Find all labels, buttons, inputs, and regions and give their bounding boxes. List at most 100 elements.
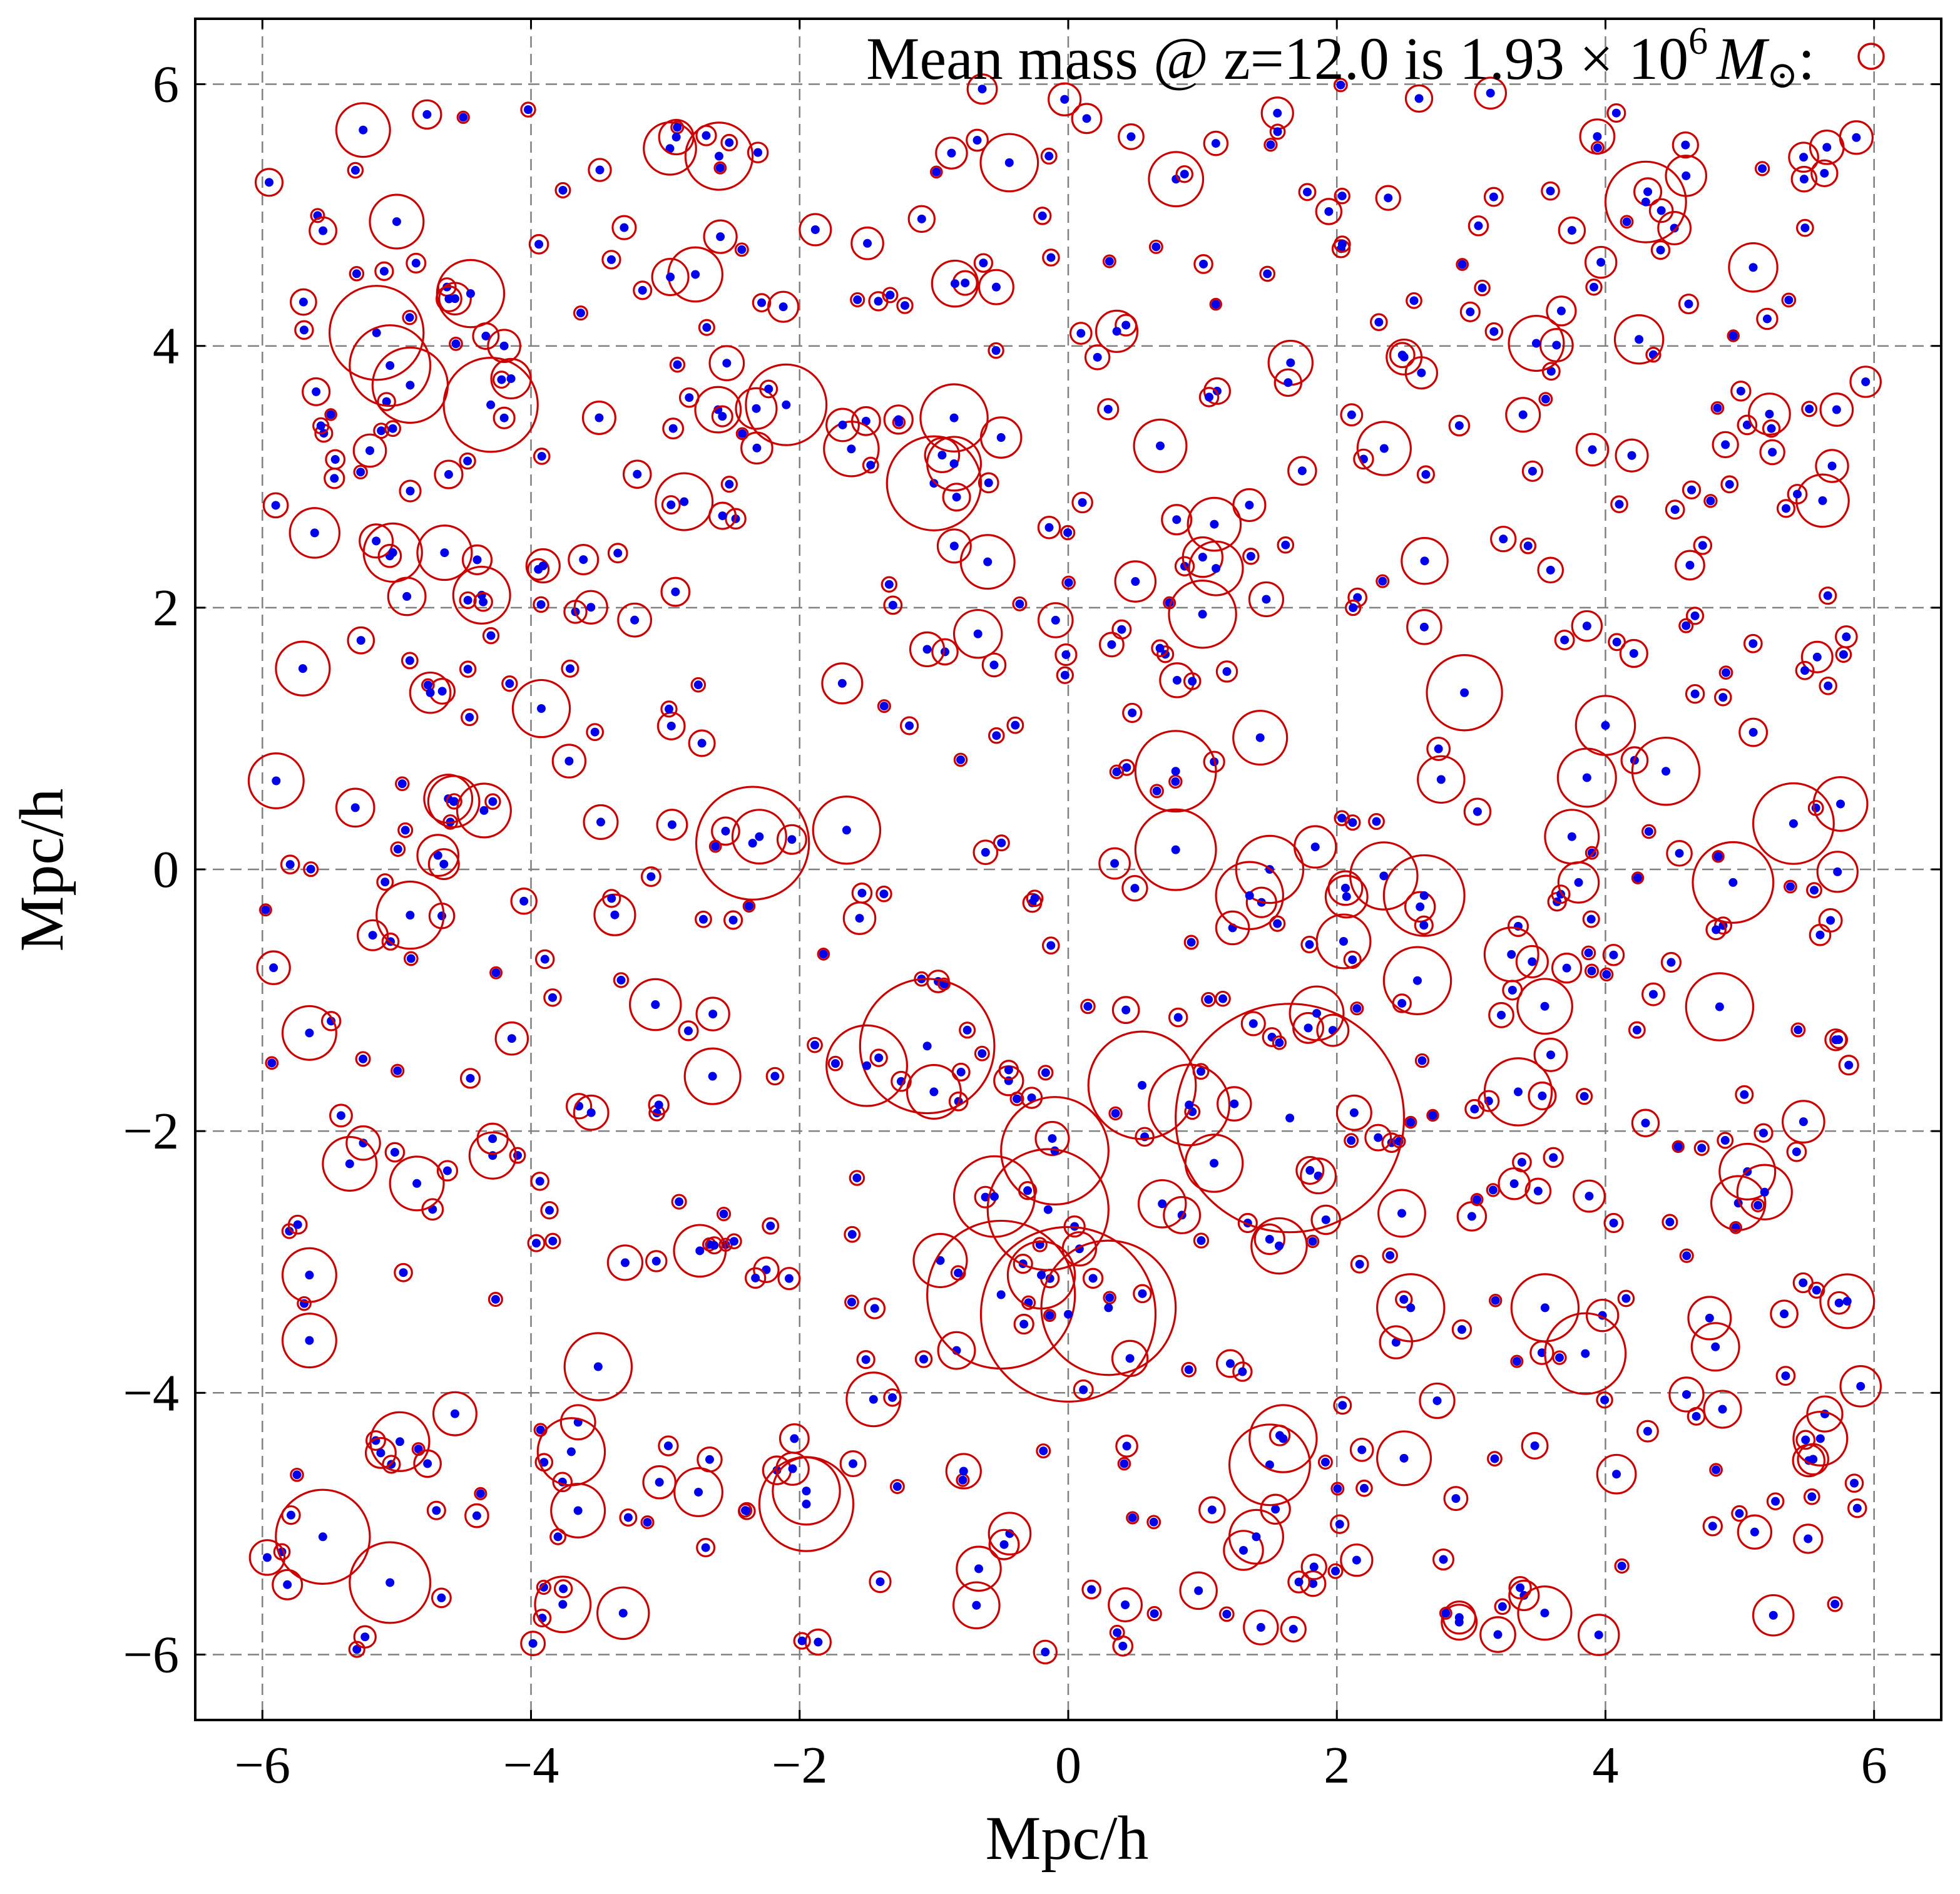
halo-circle-minor [431, 1587, 452, 1609]
halo-circle-minor [1183, 672, 1202, 690]
halo-circle-minor [1248, 581, 1285, 618]
halo-circle-minor [977, 472, 999, 494]
halo-point-minor [1474, 221, 1483, 230]
halo-circle-minor [1720, 475, 1739, 494]
halo-point-minor [262, 1553, 272, 1562]
halo-circle-minor [1641, 824, 1656, 839]
halo-point-minor [1079, 1385, 1088, 1395]
halo-point-minor [1844, 1060, 1854, 1070]
halo-circle-minor [909, 631, 946, 668]
halo-circle-minor [752, 293, 772, 313]
halo-point-minor [437, 1593, 446, 1602]
halo-point-minor [405, 313, 414, 322]
halo-point-minor [350, 803, 360, 812]
halo-circle-minor [762, 1217, 780, 1235]
halo-point-minor [1705, 1313, 1714, 1323]
halo-circle-minor [988, 342, 1004, 359]
halo-point [372, 328, 381, 337]
halo-circle-minor [348, 1641, 365, 1658]
halo-circle-minor [1316, 1013, 1350, 1047]
halo-circle-minor [1685, 683, 1705, 704]
halo-circle-minor [533, 448, 551, 465]
halo-circle-minor [877, 699, 891, 714]
halo-point-minor [1508, 985, 1517, 995]
halo-circle-minor [303, 861, 319, 878]
halo-circle-minor [1484, 322, 1504, 341]
halo-point-minor [1063, 528, 1073, 537]
halo-point-minor [1348, 818, 1357, 827]
halo-circle-minor [1097, 398, 1120, 421]
halo-point-minor [1093, 352, 1102, 362]
halo-circle-minor [1762, 419, 1781, 438]
halo-point-minor [1740, 1090, 1749, 1099]
halo-circle-minor [959, 1021, 976, 1039]
halo-circle-minor [1218, 1606, 1235, 1622]
halo-point-minor [1632, 1025, 1641, 1035]
halo-circle-minor [1280, 1615, 1307, 1643]
halo-circle-minor [1731, 1505, 1748, 1522]
halo-circle-minor [353, 464, 368, 479]
halo-circle-minor [434, 459, 464, 489]
halo-circle [979, 1226, 1157, 1403]
halo-circle-minor [688, 729, 716, 757]
halo-circle-minor [1571, 610, 1603, 642]
halo-point-minor [1044, 151, 1054, 161]
halo-circle-minor [1793, 1523, 1824, 1554]
halo-point-minor [1799, 153, 1809, 162]
halo-circle [1289, 985, 1345, 1042]
halo-point-minor [1753, 1200, 1763, 1210]
halo-point-minor [1076, 329, 1086, 338]
halo-point-minor [1082, 114, 1091, 123]
halo-point-minor [1255, 733, 1265, 742]
halo-circle-minor [1824, 1028, 1847, 1052]
halo-circle-minor [1419, 1382, 1456, 1420]
halo-point-minor [997, 838, 1006, 847]
halo-circle-minor [744, 1267, 767, 1289]
halo-circle-minor [1203, 130, 1229, 156]
halo-circle-minor [1713, 688, 1732, 707]
halo-circle-minor [953, 752, 968, 767]
halo-circle-minor [534, 949, 555, 970]
halo-circle-minor [552, 1472, 573, 1493]
halo-point-minor [1528, 466, 1537, 476]
halo-circle-minor [1179, 1571, 1218, 1610]
halo-circle-minor [640, 1515, 655, 1530]
halo-circle-minor [1702, 1516, 1723, 1537]
halo-circle-minor [899, 716, 919, 735]
halo-point-minor [1355, 1259, 1364, 1269]
halo-circle-minor [1269, 915, 1286, 932]
halo-point-minor [1210, 1159, 1219, 1168]
halo-point-minor [491, 968, 501, 978]
halo-point-minor [444, 470, 453, 479]
halo-point [989, 1192, 999, 1201]
halo-point-minor [1152, 786, 1161, 796]
halo-point-minor [1473, 1195, 1482, 1204]
halo-circle-minor [1603, 1212, 1624, 1234]
halo-point-minor [1718, 1405, 1727, 1414]
legend-text-symbol: M [1715, 25, 1770, 92]
halo-circle-minor [1060, 525, 1076, 541]
halo-circle-minor [889, 1479, 905, 1495]
halo-point-minor [1767, 424, 1776, 433]
halo-point [566, 1447, 576, 1456]
halo-point-minor [633, 469, 642, 479]
halo-point [715, 151, 723, 161]
halo-point [499, 341, 509, 351]
halo-point-minor [1246, 551, 1255, 561]
halo-circle-minor [711, 405, 733, 427]
halo-circle-minor [645, 1250, 668, 1272]
halo-point-minor [1850, 1478, 1859, 1488]
halo-point-minor [1064, 578, 1073, 587]
halo-point-minor [401, 826, 410, 835]
halo-point [862, 1061, 872, 1070]
halo-circle-minor [914, 1350, 933, 1368]
halo-point-minor [536, 600, 546, 609]
halo-point-minor [531, 1239, 541, 1248]
halo-circle-minor [658, 1435, 679, 1456]
halo-circle-minor [651, 257, 690, 297]
halo-point-minor [548, 993, 558, 1002]
halo-circle-minor [1335, 1094, 1372, 1131]
halo-point-minor [405, 656, 414, 665]
halo-point-minor [708, 1010, 718, 1019]
